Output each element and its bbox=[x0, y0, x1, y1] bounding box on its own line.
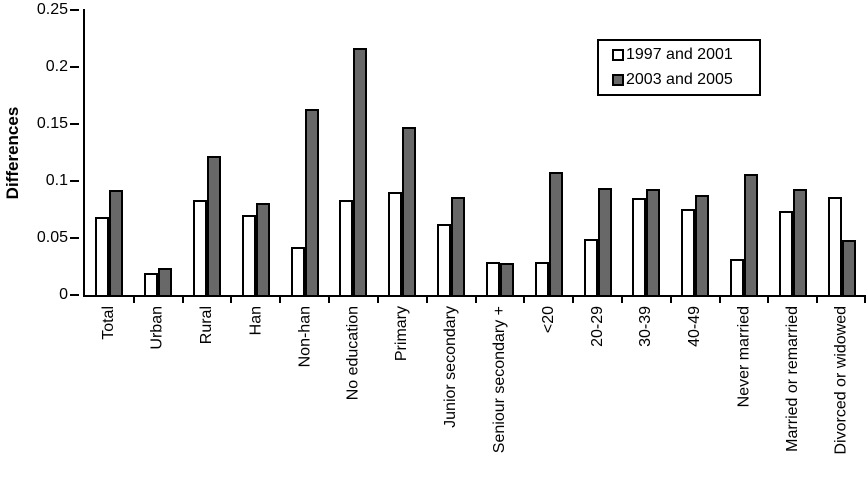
bar-series1-15 bbox=[779, 211, 793, 297]
x-axis-label: Junior secondary bbox=[442, 306, 459, 428]
x-axis-label: Han bbox=[247, 306, 264, 336]
x-axis-label: Total bbox=[100, 306, 117, 340]
x-tick-mark bbox=[133, 297, 135, 303]
y-tick-label: 0.2 bbox=[45, 58, 68, 75]
bar-series1-7 bbox=[388, 192, 402, 297]
y-tick-mark bbox=[70, 237, 79, 239]
bar-series1-12 bbox=[632, 198, 646, 297]
x-tick-mark bbox=[621, 297, 623, 303]
bar-series1-9 bbox=[486, 262, 500, 297]
x-tick-mark bbox=[279, 297, 281, 303]
x-axis-label: 40-49 bbox=[686, 306, 703, 347]
x-tick-mark bbox=[475, 297, 477, 303]
x-axis-label: Primary bbox=[393, 306, 410, 362]
bar-series1-14 bbox=[730, 259, 744, 297]
bar-series2-15 bbox=[793, 189, 807, 297]
bar-series2-14 bbox=[744, 174, 758, 297]
x-tick-mark bbox=[377, 297, 379, 303]
bar-series1-13 bbox=[681, 209, 695, 297]
bar-series2-4 bbox=[256, 203, 270, 297]
bar-series2-7 bbox=[402, 127, 416, 297]
bar-series1-11 bbox=[584, 239, 598, 297]
bar-series1-3 bbox=[193, 200, 207, 297]
bar-series2-6 bbox=[353, 48, 367, 297]
x-axis-label: Seniour secondary + bbox=[491, 306, 508, 454]
x-tick-mark bbox=[816, 297, 818, 303]
bar-series2-9 bbox=[500, 263, 514, 297]
x-axis-line bbox=[83, 295, 866, 297]
bar-series2-11 bbox=[598, 188, 612, 297]
x-axis-label: Rural bbox=[198, 306, 215, 345]
legend-item: 1997 and 2001 bbox=[612, 46, 759, 64]
x-axis-label: Married or remarried bbox=[784, 306, 801, 452]
x-axis-label: Urban bbox=[149, 306, 166, 350]
y-axis-line bbox=[83, 9, 85, 297]
bar-series2-12 bbox=[646, 189, 660, 297]
x-axis-label: 20-29 bbox=[589, 306, 606, 347]
bar-series2-13 bbox=[695, 195, 709, 297]
y-tick-mark bbox=[70, 123, 79, 125]
y-tick-mark bbox=[70, 180, 79, 182]
y-tick-label: 0 bbox=[59, 286, 68, 303]
legend-marker-icon bbox=[612, 49, 624, 61]
bar-series1-5 bbox=[291, 247, 305, 297]
bar-series2-1 bbox=[109, 190, 123, 297]
bar-series1-6 bbox=[339, 200, 353, 297]
bar-series1-10 bbox=[535, 262, 549, 297]
bar-series2-3 bbox=[207, 156, 221, 297]
x-tick-mark bbox=[719, 297, 721, 303]
y-tick-label: 0.25 bbox=[36, 1, 68, 18]
bar-series1-4 bbox=[242, 215, 256, 297]
bar-series1-16 bbox=[828, 197, 842, 297]
bar-series1-8 bbox=[437, 224, 451, 297]
x-axis-label: Divorced or widowed bbox=[833, 306, 850, 455]
y-tick-label: 0.15 bbox=[36, 115, 68, 132]
x-tick-mark bbox=[426, 297, 428, 303]
x-tick-mark bbox=[230, 297, 232, 303]
x-tick-mark bbox=[767, 297, 769, 303]
x-axis-label: Non-han bbox=[296, 306, 313, 368]
x-tick-mark bbox=[328, 297, 330, 303]
y-tick-label: 0.1 bbox=[45, 172, 68, 189]
legend-marker-icon bbox=[612, 74, 624, 86]
bar-series2-2 bbox=[158, 268, 172, 297]
legend-label: 1997 and 2001 bbox=[626, 46, 733, 63]
bar-series1-2 bbox=[144, 273, 158, 297]
x-tick-mark bbox=[864, 297, 866, 303]
y-tick-mark bbox=[70, 294, 79, 296]
x-tick-mark bbox=[670, 297, 672, 303]
y-tick-mark bbox=[70, 66, 79, 68]
x-axis-label: Never married bbox=[735, 306, 752, 408]
bar-series2-5 bbox=[305, 109, 319, 297]
x-axis-label: 30-39 bbox=[637, 306, 654, 347]
x-axis-label: <20 bbox=[540, 306, 557, 334]
bar-series2-8 bbox=[451, 197, 465, 297]
bar-series2-10 bbox=[549, 172, 563, 297]
x-tick-mark bbox=[572, 297, 574, 303]
bar-series1-1 bbox=[95, 217, 109, 297]
x-tick-mark bbox=[523, 297, 525, 303]
x-tick-mark bbox=[182, 297, 184, 303]
legend-label: 2003 and 2005 bbox=[626, 71, 733, 88]
bar-series2-16 bbox=[842, 240, 856, 297]
y-tick-mark bbox=[70, 9, 79, 11]
legend-item: 2003 and 2005 bbox=[612, 71, 759, 89]
x-axis-label: No education bbox=[344, 306, 361, 401]
y-tick-label: 0.05 bbox=[36, 229, 68, 246]
legend: 1997 and 2001 2003 and 2005 bbox=[597, 39, 761, 96]
y-axis-title: Differences bbox=[3, 106, 22, 200]
